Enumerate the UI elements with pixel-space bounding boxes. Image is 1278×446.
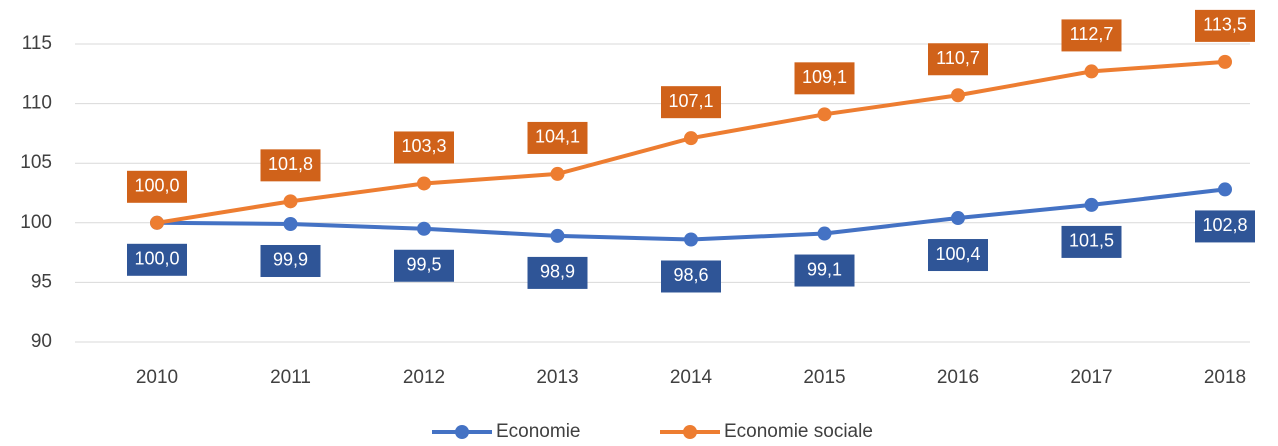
point	[283, 216, 298, 231]
point	[550, 228, 565, 243]
legend-marker	[455, 425, 469, 439]
data-label: 109,1	[802, 67, 847, 87]
data-label: 100,0	[134, 249, 179, 269]
legend-marker	[683, 425, 697, 439]
data-label: 103,3	[401, 136, 446, 156]
label-box	[928, 239, 988, 272]
label-box	[661, 260, 721, 293]
point	[1084, 64, 1099, 79]
label-box	[1195, 210, 1255, 243]
label-box	[527, 121, 588, 154]
data-label: 100,4	[935, 244, 980, 264]
point	[951, 211, 965, 226]
data-label: 101,8	[268, 154, 313, 174]
y-tick-label: 110	[22, 93, 52, 114]
label-box	[794, 62, 855, 95]
x-tick-label: 2012	[403, 367, 445, 388]
label-box	[1195, 9, 1255, 42]
label-box	[394, 131, 454, 164]
label-box	[127, 243, 187, 276]
data-label: 104,1	[535, 127, 580, 147]
point	[684, 131, 698, 146]
label-box	[1061, 19, 1122, 52]
data-label: 101,5	[1069, 231, 1114, 251]
data-label: 110,7	[936, 48, 980, 68]
x-tick-label: 2010	[136, 367, 178, 388]
point	[550, 166, 565, 181]
x-tick-label: 2015	[803, 367, 845, 388]
point	[1218, 54, 1232, 69]
label-box	[1061, 225, 1122, 258]
point	[684, 232, 698, 247]
x-tick-label: 2011	[270, 367, 311, 388]
data-label: 100,0	[134, 176, 179, 196]
data-label: 99,5	[406, 255, 441, 275]
data-label: 112,7	[1070, 24, 1114, 44]
label-box	[127, 170, 187, 203]
data-label: 99,1	[807, 259, 842, 279]
label-box	[260, 244, 321, 277]
data-label: 102,8	[1202, 215, 1247, 235]
y-tick-label: 90	[31, 331, 52, 352]
data-label: 107,1	[668, 91, 713, 111]
data-label: 98,6	[673, 265, 708, 285]
point	[951, 88, 965, 103]
point	[1084, 197, 1099, 212]
point	[150, 215, 164, 230]
legend-label: Economie	[496, 421, 581, 441]
x-tick-label: 2016	[937, 367, 979, 388]
legend-label: Economie sociale	[724, 421, 873, 441]
point	[283, 194, 298, 209]
y-tick-label: 105	[20, 152, 52, 173]
x-tick-label: 2013	[536, 367, 578, 388]
point	[1218, 182, 1232, 197]
y-tick-label: 115	[22, 33, 52, 54]
label-box	[794, 254, 855, 287]
data-label: 113,5	[1203, 15, 1247, 35]
point	[817, 107, 832, 122]
label-box	[527, 256, 588, 289]
point	[817, 226, 832, 241]
x-tick-label: 2014	[670, 367, 713, 388]
label-box	[260, 149, 321, 182]
x-tick-label: 2018	[1204, 367, 1246, 388]
data-label: 98,9	[540, 262, 575, 282]
label-box	[928, 43, 988, 76]
y-tick-label: 100	[20, 212, 52, 233]
point	[417, 221, 431, 236]
x-tick-label: 2017	[1070, 367, 1112, 388]
point	[417, 176, 431, 191]
y-tick-label: 95	[31, 271, 52, 292]
data-label: 99,9	[273, 250, 308, 270]
label-box	[394, 249, 454, 282]
label-box	[661, 86, 721, 119]
